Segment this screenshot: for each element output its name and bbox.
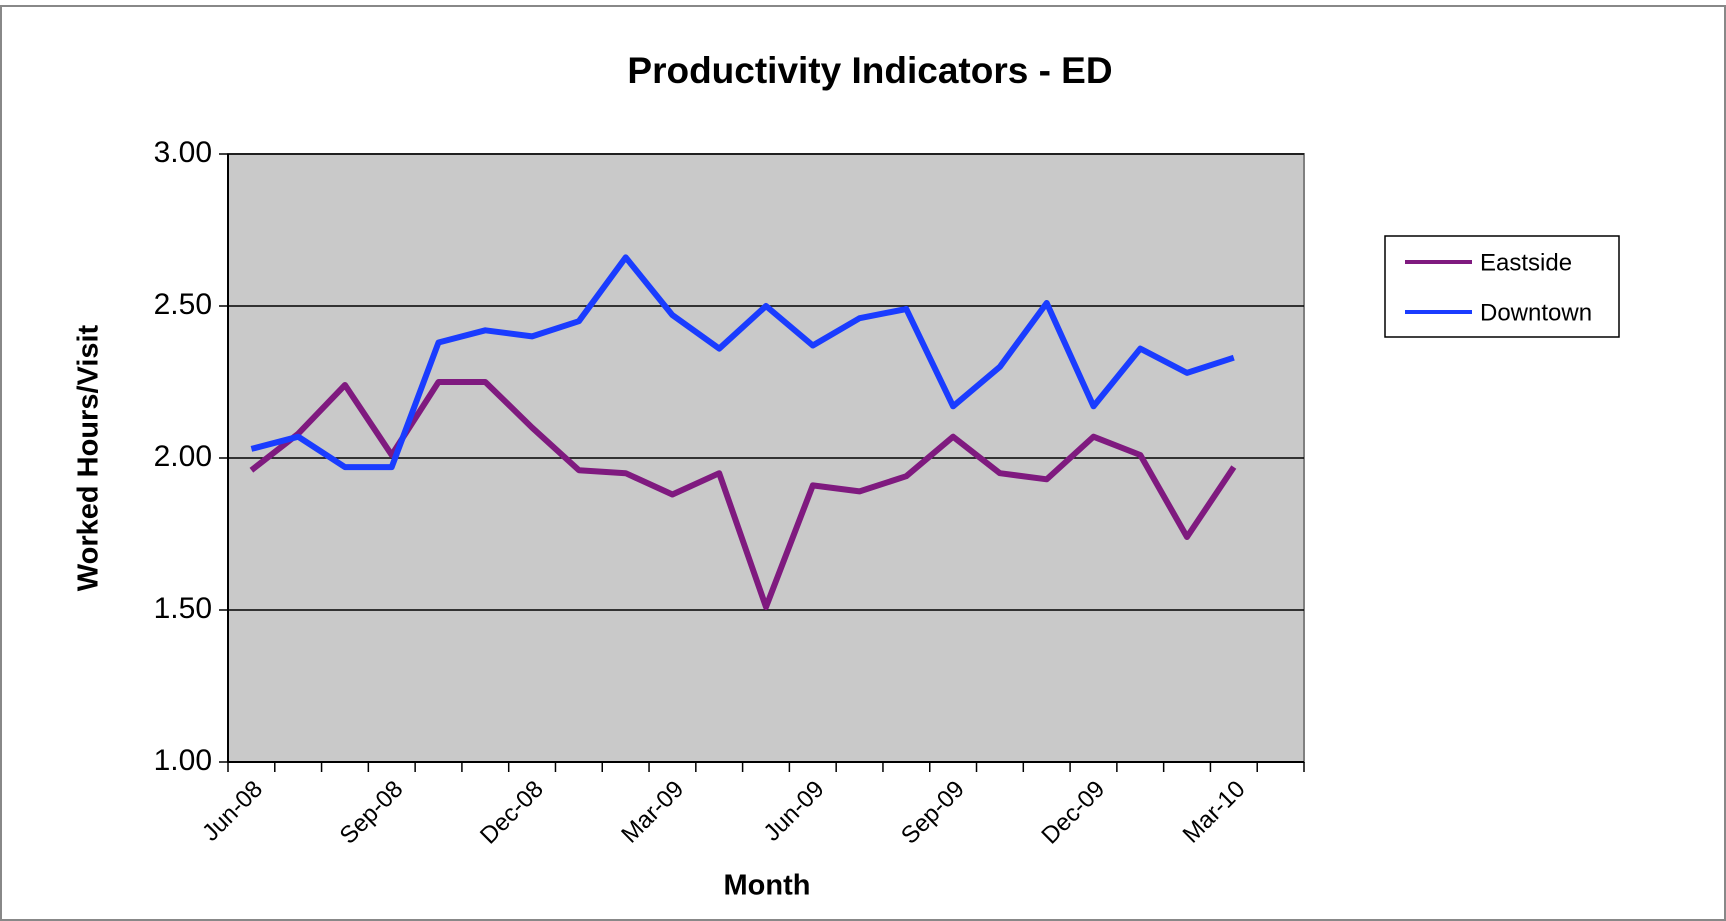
y-tick-label: 2.50 xyxy=(154,288,212,321)
series-line xyxy=(249,379,1237,610)
y-tick-label: 1.50 xyxy=(154,592,212,625)
chart-title: Productivity Indicators - ED xyxy=(627,50,1112,91)
legend-label: Eastside xyxy=(1480,249,1572,276)
x-axis-label: Month xyxy=(724,870,811,902)
legend-box xyxy=(1384,235,1620,338)
series-line xyxy=(250,254,1235,471)
y-tick-label: 3.00 xyxy=(154,136,212,169)
y-axis-label: Worked Hours/Visit xyxy=(73,324,105,591)
y-tick-label: 2.00 xyxy=(154,440,212,473)
legend-label: Downtown xyxy=(1480,299,1592,326)
y-tick-label: 1.00 xyxy=(154,744,212,777)
